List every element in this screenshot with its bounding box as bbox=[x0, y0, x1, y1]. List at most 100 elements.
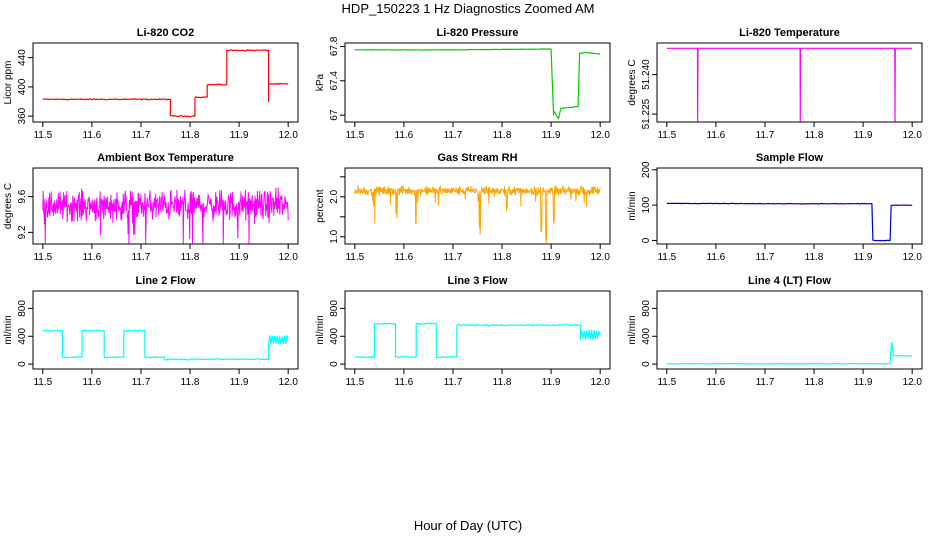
y-tick-label: 51.225 bbox=[641, 98, 652, 129]
y-axis-label: Licor ppm bbox=[3, 61, 14, 105]
x-tick-label: 11.7 bbox=[444, 377, 463, 388]
x-tick-label: 11.8 bbox=[181, 252, 200, 263]
plot-frame bbox=[32, 42, 299, 123]
plot-frame bbox=[656, 167, 923, 245]
panel-title: Line 4 (LT) Flow bbox=[748, 275, 831, 287]
y-axis-label: percent bbox=[315, 189, 326, 223]
x-tick-label: 11.9 bbox=[230, 252, 249, 263]
x-tick-label: 11.6 bbox=[395, 377, 414, 388]
x-tick-label: 12.0 bbox=[590, 252, 610, 263]
x-tick-label: 11.6 bbox=[395, 252, 414, 263]
x-tick-label: 11.5 bbox=[345, 377, 364, 388]
x-tick-label: 12.0 bbox=[902, 130, 922, 141]
x-tick-label: 12.0 bbox=[590, 130, 610, 141]
y-tick-label: 0 bbox=[329, 361, 340, 367]
x-tick-label: 11.7 bbox=[132, 130, 151, 141]
x-tick-label: 11.6 bbox=[707, 252, 726, 263]
y-tick-label: 440 bbox=[17, 49, 28, 66]
y-tick-label: 100 bbox=[641, 196, 652, 213]
x-tick-label: 11.7 bbox=[756, 252, 775, 263]
x-tick-label: 12.0 bbox=[278, 130, 298, 141]
chart-panel: Li-820 Pressure 11.5 11.6 11.7 11.8 11.9 12.0 6… bbox=[315, 27, 611, 141]
x-tick-label: 11.9 bbox=[542, 252, 561, 263]
figure-title: HDP_150223 1 Hz Diagnostics Zoomed AM bbox=[341, 1, 595, 16]
chart-panel: Line 4 (LT) Flow 11.5 11.6 11.7 11.8 11.9 12.0… bbox=[627, 275, 923, 388]
x-tick-label: 11.8 bbox=[181, 377, 200, 388]
series-line bbox=[666, 47, 913, 122]
x-axis-label: Hour of Day (UTC) bbox=[413, 518, 523, 533]
x-tick-label: 11.8 bbox=[181, 130, 200, 141]
y-tick-label: 0 bbox=[641, 361, 652, 367]
y-tick-label: 67.8 bbox=[329, 36, 340, 56]
x-tick-label: 12.0 bbox=[278, 252, 298, 263]
x-tick-label: 11.8 bbox=[805, 377, 824, 388]
plot-frame bbox=[656, 42, 923, 123]
y-tick-label: 400 bbox=[641, 327, 652, 344]
x-tick-label: 11.6 bbox=[707, 130, 726, 141]
x-tick-label: 11.5 bbox=[33, 252, 52, 263]
y-tick-label: 400 bbox=[17, 78, 28, 95]
panel-title: Line 3 Flow bbox=[448, 275, 508, 287]
y-tick-label: 360 bbox=[17, 107, 28, 124]
panel-title: Ambient Box Temperature bbox=[97, 152, 234, 164]
series-line bbox=[666, 202, 913, 242]
plot-frame bbox=[32, 290, 299, 370]
x-tick-label: 12.0 bbox=[590, 377, 610, 388]
x-tick-label: 11.6 bbox=[395, 130, 414, 141]
x-tick-label: 11.8 bbox=[805, 252, 824, 263]
x-tick-label: 11.5 bbox=[657, 377, 676, 388]
chart-panel: Li-820 Temperature 11.5 11.6 11.7 11.8 11.9 12… bbox=[627, 27, 923, 141]
y-tick-label: 200 bbox=[641, 161, 652, 178]
panel-title: Li-820 Pressure bbox=[437, 27, 519, 39]
y-axis-label: ml/min bbox=[315, 315, 326, 344]
panel-title: Sample Flow bbox=[756, 152, 824, 164]
y-axis-label: degrees C bbox=[627, 59, 638, 105]
x-tick-label: 11.7 bbox=[756, 130, 775, 141]
y-axis-label: ml/min bbox=[627, 191, 638, 220]
x-tick-label: 11.8 bbox=[493, 252, 512, 263]
x-tick-label: 11.7 bbox=[756, 377, 775, 388]
y-tick-label: 0 bbox=[17, 361, 28, 367]
x-tick-label: 11.5 bbox=[345, 252, 364, 263]
y-tick-label: 800 bbox=[641, 300, 652, 317]
x-tick-label: 12.0 bbox=[902, 377, 922, 388]
y-axis-label: kPa bbox=[315, 73, 326, 91]
y-tick-label: 9.6 bbox=[17, 189, 28, 203]
panel-title: Gas Stream RH bbox=[437, 152, 517, 164]
x-tick-label: 11.9 bbox=[542, 377, 561, 388]
y-tick-label: 51.240 bbox=[641, 59, 652, 90]
panel-title: Line 2 Flow bbox=[136, 275, 196, 287]
y-tick-label: 800 bbox=[329, 300, 340, 317]
x-tick-label: 11.9 bbox=[854, 252, 873, 263]
y-tick-label: 400 bbox=[17, 327, 28, 344]
y-tick-label: 0 bbox=[641, 237, 652, 243]
y-tick-label: 1.0 bbox=[329, 229, 340, 243]
y-tick-label: 9.2 bbox=[17, 225, 28, 239]
y-tick-label: 67 bbox=[329, 109, 340, 121]
x-tick-label: 11.6 bbox=[83, 130, 102, 141]
x-tick-label: 12.0 bbox=[278, 377, 298, 388]
x-tick-label: 11.9 bbox=[230, 130, 249, 141]
chart-panel: Li-820 CO2 11.5 11.6 11.7 11.8 11.9 12.0 360 400… bbox=[3, 27, 299, 141]
x-tick-label: 11.6 bbox=[83, 252, 102, 263]
series-line bbox=[354, 48, 601, 120]
x-tick-label: 11.9 bbox=[542, 130, 561, 141]
x-tick-label: 11.8 bbox=[493, 130, 512, 141]
x-tick-label: 11.8 bbox=[805, 130, 824, 141]
chart-panel: Ambient Box Temperature 11.5 11.6 11.7 11.8 1… bbox=[3, 152, 299, 263]
series-line bbox=[42, 187, 289, 244]
chart-panel: Gas Stream RH 11.5 11.6 11.7 11.8 11.9 12.0 1.0… bbox=[315, 152, 611, 263]
x-tick-label: 11.5 bbox=[657, 252, 676, 263]
y-axis-label: ml/min bbox=[627, 315, 638, 344]
x-tick-label: 11.5 bbox=[345, 130, 364, 141]
x-tick-label: 11.7 bbox=[132, 252, 151, 263]
plot-frame bbox=[344, 167, 611, 245]
series-line bbox=[42, 329, 289, 361]
x-tick-label: 11.6 bbox=[707, 377, 726, 388]
y-tick-label: 400 bbox=[329, 327, 340, 344]
chart-panel: Sample Flow 11.5 11.6 11.7 11.8 11.9 12.0 0 100 2… bbox=[627, 152, 923, 263]
series-line bbox=[42, 49, 289, 118]
x-tick-label: 11.9 bbox=[230, 377, 249, 388]
x-tick-label: 11.7 bbox=[444, 252, 463, 263]
panel-title: Li-820 CO2 bbox=[137, 27, 194, 39]
